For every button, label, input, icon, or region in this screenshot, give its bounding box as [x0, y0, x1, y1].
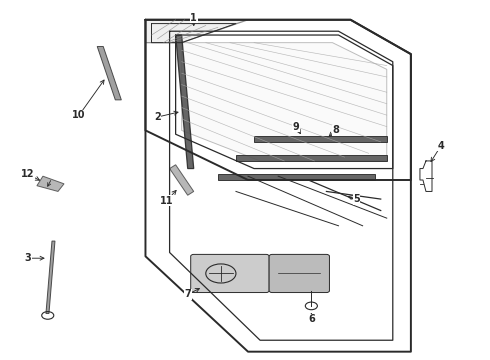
- Text: 6: 6: [308, 314, 315, 324]
- Polygon shape: [218, 174, 375, 180]
- Polygon shape: [236, 155, 387, 161]
- Text: 10: 10: [73, 110, 86, 120]
- Text: 4: 4: [438, 141, 444, 151]
- Text: 7: 7: [184, 289, 191, 300]
- Polygon shape: [97, 46, 122, 100]
- FancyBboxPatch shape: [191, 255, 269, 293]
- Polygon shape: [182, 42, 387, 161]
- Text: 5: 5: [353, 194, 360, 204]
- Text: 12: 12: [21, 169, 35, 179]
- Text: 11: 11: [160, 196, 173, 206]
- Text: 1: 1: [190, 13, 197, 23]
- FancyBboxPatch shape: [269, 255, 329, 293]
- Text: 2: 2: [154, 112, 161, 122]
- Polygon shape: [170, 165, 194, 195]
- Text: 3: 3: [24, 253, 31, 263]
- Polygon shape: [146, 20, 248, 42]
- Polygon shape: [175, 35, 194, 168]
- Text: 9: 9: [293, 122, 300, 132]
- Polygon shape: [254, 136, 387, 142]
- Text: 8: 8: [332, 125, 339, 135]
- Polygon shape: [46, 241, 55, 314]
- Polygon shape: [37, 176, 64, 192]
